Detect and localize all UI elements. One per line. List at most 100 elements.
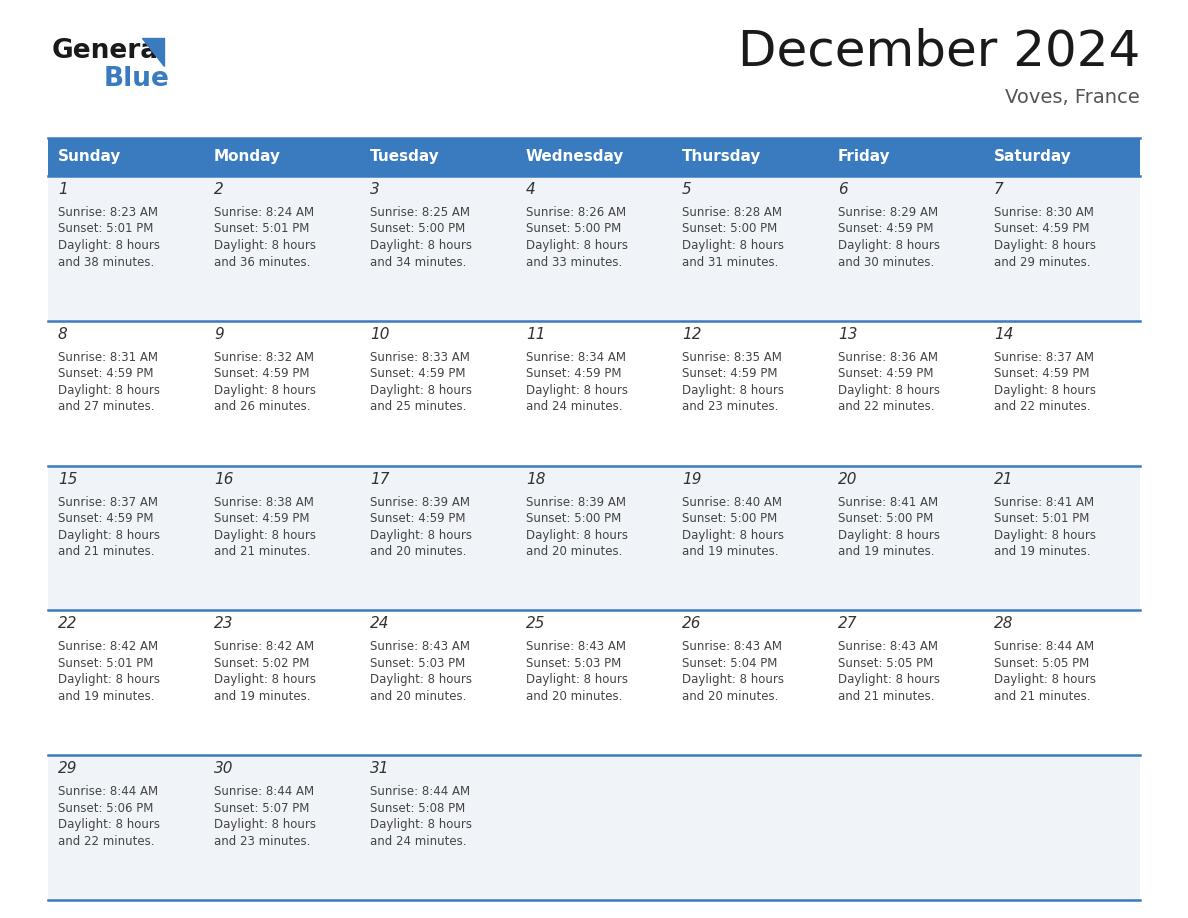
Text: Sunset: 4:59 PM: Sunset: 4:59 PM	[682, 367, 777, 380]
Text: Sunset: 5:00 PM: Sunset: 5:00 PM	[526, 222, 621, 236]
Text: Sunrise: 8:23 AM: Sunrise: 8:23 AM	[58, 206, 158, 219]
Bar	[204, 176, 360, 320]
Bar	[48, 320, 204, 465]
Text: and 19 minutes.: and 19 minutes.	[994, 545, 1091, 558]
Text: Daylight: 8 hours: Daylight: 8 hours	[838, 674, 940, 687]
Text: and 19 minutes.: and 19 minutes.	[58, 690, 154, 703]
Text: 8: 8	[58, 327, 68, 341]
Text: and 36 minutes.: and 36 minutes.	[214, 255, 310, 268]
Text: Sunrise: 8:44 AM: Sunrise: 8:44 AM	[214, 785, 314, 798]
Text: Sunrise: 8:37 AM: Sunrise: 8:37 AM	[58, 496, 158, 509]
Text: Sunrise: 8:42 AM: Sunrise: 8:42 AM	[58, 641, 158, 654]
Bar	[204, 465, 360, 610]
Text: and 19 minutes.: and 19 minutes.	[838, 545, 935, 558]
Text: Sunset: 5:08 PM: Sunset: 5:08 PM	[369, 801, 466, 814]
Text: 26: 26	[682, 616, 701, 632]
Text: Daylight: 8 hours: Daylight: 8 hours	[369, 239, 472, 252]
Text: 27: 27	[838, 616, 858, 632]
Text: and 19 minutes.: and 19 minutes.	[214, 690, 310, 703]
Text: 22: 22	[58, 616, 77, 632]
Bar	[360, 138, 516, 176]
Text: Daylight: 8 hours: Daylight: 8 hours	[58, 674, 160, 687]
Text: Saturday: Saturday	[994, 150, 1072, 164]
Text: 14: 14	[994, 327, 1013, 341]
Text: Sunrise: 8:33 AM: Sunrise: 8:33 AM	[369, 351, 470, 364]
Bar	[204, 610, 360, 756]
Text: Sunset: 4:59 PM: Sunset: 4:59 PM	[214, 512, 310, 525]
Text: and 24 minutes.: and 24 minutes.	[369, 834, 467, 847]
Bar	[204, 138, 360, 176]
Text: and 26 minutes.: and 26 minutes.	[214, 400, 310, 413]
Text: Sunrise: 8:36 AM: Sunrise: 8:36 AM	[838, 351, 939, 364]
Text: Daylight: 8 hours: Daylight: 8 hours	[58, 818, 160, 831]
Text: Daylight: 8 hours: Daylight: 8 hours	[214, 818, 316, 831]
Text: Daylight: 8 hours: Daylight: 8 hours	[369, 529, 472, 542]
Text: Sunset: 5:00 PM: Sunset: 5:00 PM	[682, 222, 777, 236]
Text: 1: 1	[58, 182, 68, 197]
Text: Daylight: 8 hours: Daylight: 8 hours	[526, 674, 628, 687]
Text: 5: 5	[682, 182, 691, 197]
Text: Sunrise: 8:44 AM: Sunrise: 8:44 AM	[58, 785, 158, 798]
Bar	[360, 320, 516, 465]
Bar	[828, 320, 984, 465]
Bar	[48, 610, 204, 756]
Text: Voves, France: Voves, France	[1005, 88, 1140, 107]
Text: Sunrise: 8:43 AM: Sunrise: 8:43 AM	[369, 641, 470, 654]
Bar	[516, 320, 672, 465]
Text: 28: 28	[994, 616, 1013, 632]
Bar	[672, 320, 828, 465]
Bar	[48, 176, 204, 320]
Text: Sunset: 4:59 PM: Sunset: 4:59 PM	[58, 512, 153, 525]
Bar	[516, 756, 672, 900]
Text: Blue: Blue	[105, 66, 170, 92]
Text: Daylight: 8 hours: Daylight: 8 hours	[58, 384, 160, 397]
Bar	[828, 138, 984, 176]
Text: Sunset: 4:59 PM: Sunset: 4:59 PM	[838, 367, 934, 380]
Bar	[516, 610, 672, 756]
Text: Sunset: 4:59 PM: Sunset: 4:59 PM	[526, 367, 621, 380]
Text: Sunrise: 8:39 AM: Sunrise: 8:39 AM	[369, 496, 470, 509]
Text: Daylight: 8 hours: Daylight: 8 hours	[58, 529, 160, 542]
Bar	[48, 138, 204, 176]
Text: Daylight: 8 hours: Daylight: 8 hours	[369, 384, 472, 397]
Text: 4: 4	[526, 182, 536, 197]
Text: and 21 minutes.: and 21 minutes.	[58, 545, 154, 558]
Bar	[672, 465, 828, 610]
Text: Daylight: 8 hours: Daylight: 8 hours	[838, 529, 940, 542]
Bar	[828, 465, 984, 610]
Text: 31: 31	[369, 761, 390, 777]
Text: 19: 19	[682, 472, 701, 487]
Text: Sunset: 4:59 PM: Sunset: 4:59 PM	[994, 367, 1089, 380]
Text: Sunrise: 8:44 AM: Sunrise: 8:44 AM	[369, 785, 470, 798]
Text: Sunset: 5:00 PM: Sunset: 5:00 PM	[526, 512, 621, 525]
Bar	[828, 610, 984, 756]
Text: Daylight: 8 hours: Daylight: 8 hours	[214, 239, 316, 252]
Text: Sunrise: 8:41 AM: Sunrise: 8:41 AM	[838, 496, 939, 509]
Bar	[360, 610, 516, 756]
Text: 11: 11	[526, 327, 545, 341]
Text: Daylight: 8 hours: Daylight: 8 hours	[838, 384, 940, 397]
Text: and 19 minutes.: and 19 minutes.	[682, 545, 778, 558]
Text: and 20 minutes.: and 20 minutes.	[526, 545, 623, 558]
Text: 23: 23	[214, 616, 234, 632]
Text: Daylight: 8 hours: Daylight: 8 hours	[526, 384, 628, 397]
Text: Sunday: Sunday	[58, 150, 121, 164]
Bar	[48, 756, 204, 900]
Text: 16: 16	[214, 472, 234, 487]
Text: and 20 minutes.: and 20 minutes.	[682, 690, 778, 703]
Text: 21: 21	[994, 472, 1013, 487]
Text: Friday: Friday	[838, 150, 891, 164]
Text: Sunrise: 8:30 AM: Sunrise: 8:30 AM	[994, 206, 1094, 219]
Bar	[360, 176, 516, 320]
Text: Sunrise: 8:37 AM: Sunrise: 8:37 AM	[994, 351, 1094, 364]
Bar	[984, 465, 1140, 610]
Text: Daylight: 8 hours: Daylight: 8 hours	[994, 239, 1097, 252]
Text: 24: 24	[369, 616, 390, 632]
Text: Sunrise: 8:25 AM: Sunrise: 8:25 AM	[369, 206, 470, 219]
Text: Sunrise: 8:38 AM: Sunrise: 8:38 AM	[214, 496, 314, 509]
Bar	[672, 756, 828, 900]
Text: Sunrise: 8:34 AM: Sunrise: 8:34 AM	[526, 351, 626, 364]
Text: Sunset: 5:01 PM: Sunset: 5:01 PM	[58, 657, 153, 670]
Text: Daylight: 8 hours: Daylight: 8 hours	[369, 818, 472, 831]
Text: and 23 minutes.: and 23 minutes.	[682, 400, 778, 413]
